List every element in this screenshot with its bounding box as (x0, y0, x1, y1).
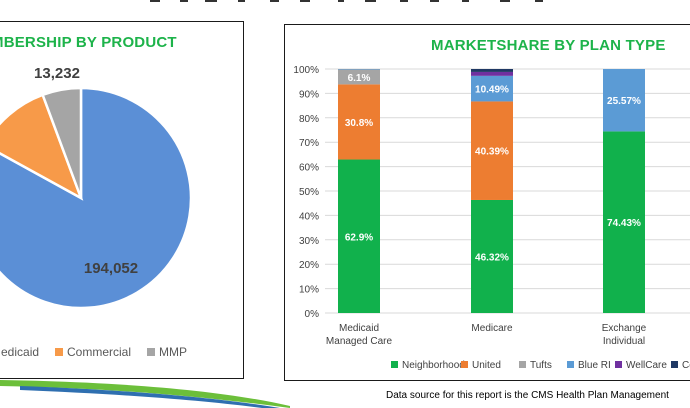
membership-pie-chart: 194,052 13,232 edicaid Commercial MMP (0, 65, 193, 359)
x-category-label-line2: Managed Care (326, 336, 393, 347)
y-tick-label: 60% (299, 163, 319, 174)
pie-label-medicaid: 194,052 (84, 260, 138, 277)
bar-data-label: 30.8% (345, 118, 373, 129)
bar-legend-label-co: Co (682, 360, 690, 371)
bar-data-label: 10.49% (475, 85, 509, 96)
bar-chart-title: MARKETSHARE BY PLAN TYPE (431, 37, 666, 54)
bar-united-1 (471, 101, 513, 200)
x-category-label: Exchange (602, 323, 647, 334)
decorative-swoosh (0, 380, 290, 408)
bar-neighborhood-0 (338, 159, 380, 313)
bar-tufts-0 (338, 69, 380, 85)
membership-pie-panel: MBERSHIP BY PRODUCT 194,052 13,232 edicaid… (0, 21, 244, 379)
data-source-note: Data source for this report is the CMS H… (386, 390, 669, 401)
x-category-label: Medicaid (339, 323, 379, 334)
marketshare-bar-panel: MARKETSHARE BY PLAN TYPE 0% 10% 20% 30% 40% 5… (284, 24, 690, 381)
pie-legend-label-mmp: MMP (159, 345, 187, 359)
x-category-label-line2: Individual (603, 336, 645, 347)
bar-wellcare-1 (471, 71, 513, 76)
pie-slice-mmp (41, 86, 83, 199)
y-tick-label: 80% (299, 114, 319, 125)
bar-legend-swatch-wellcare (615, 361, 622, 368)
bar-legend-swatch-blue-ri (567, 361, 574, 368)
bar-data-label: 46.32% (475, 252, 509, 263)
y-tick-label: 100% (293, 65, 319, 76)
marketshare-stacked-bar-chart: 0% 10% 20% 30% 40% 50% 60% 70% 80% 90% 100% 62.9% 30… (293, 65, 690, 371)
bar-co-1 (471, 69, 513, 72)
bar-blue-ri-2 (603, 69, 645, 132)
pie-legend-label-commercial: Commercial (67, 345, 131, 359)
y-tick-label: 90% (299, 89, 319, 100)
bar-legend-label-neighborhood: Neighborhood (402, 360, 465, 371)
y-tick-label: 40% (299, 211, 319, 222)
bar-data-label: 40.39% (475, 147, 509, 158)
pie-slice-commercial (0, 93, 84, 201)
bar-legend-label-tufts: Tufts (530, 360, 552, 371)
bar-data-label: 74.43% (607, 218, 641, 229)
bar-legend-label-blue-ri: Blue RI (578, 360, 611, 371)
bar-legend-swatch-tufts (519, 361, 526, 368)
pie-legend-label-medicaid: edicaid (1, 345, 39, 359)
bar-data-label: 6.1% (348, 73, 371, 84)
bar-blue-ri-1 (471, 75, 513, 102)
pie-legend-swatch-commercial (55, 348, 63, 356)
x-category-label: Medicare (471, 323, 513, 334)
bar-legend-label-united: United (472, 360, 501, 371)
y-tick-label: 10% (299, 285, 319, 296)
bar-united-0 (338, 84, 380, 160)
bar-legend-label-wellcare: WellCare (626, 360, 667, 371)
y-tick-label: 50% (299, 187, 319, 198)
partial-header-text (150, 0, 543, 2)
bar-data-label: 62.9% (345, 232, 373, 243)
pie-chart-title: MBERSHIP BY PRODUCT (0, 34, 177, 51)
y-tick-label: 20% (299, 260, 319, 271)
bar-neighborhood-1 (471, 199, 513, 313)
bar-data-label: 25.57% (607, 96, 641, 107)
pie-label-mmp: 13,232 (34, 65, 80, 82)
pie-slice-medicaid (0, 86, 193, 310)
bar-neighborhood-2 (603, 131, 645, 313)
y-tick-label: 0% (305, 309, 320, 320)
bar-legend-swatch-co (671, 361, 678, 368)
pie-legend-swatch-mmp (147, 348, 155, 356)
y-tick-label: 70% (299, 138, 319, 149)
y-tick-label: 30% (299, 236, 319, 247)
bar-legend-swatch-neighborhood (391, 361, 398, 368)
bar-legend-swatch-united (461, 361, 468, 368)
